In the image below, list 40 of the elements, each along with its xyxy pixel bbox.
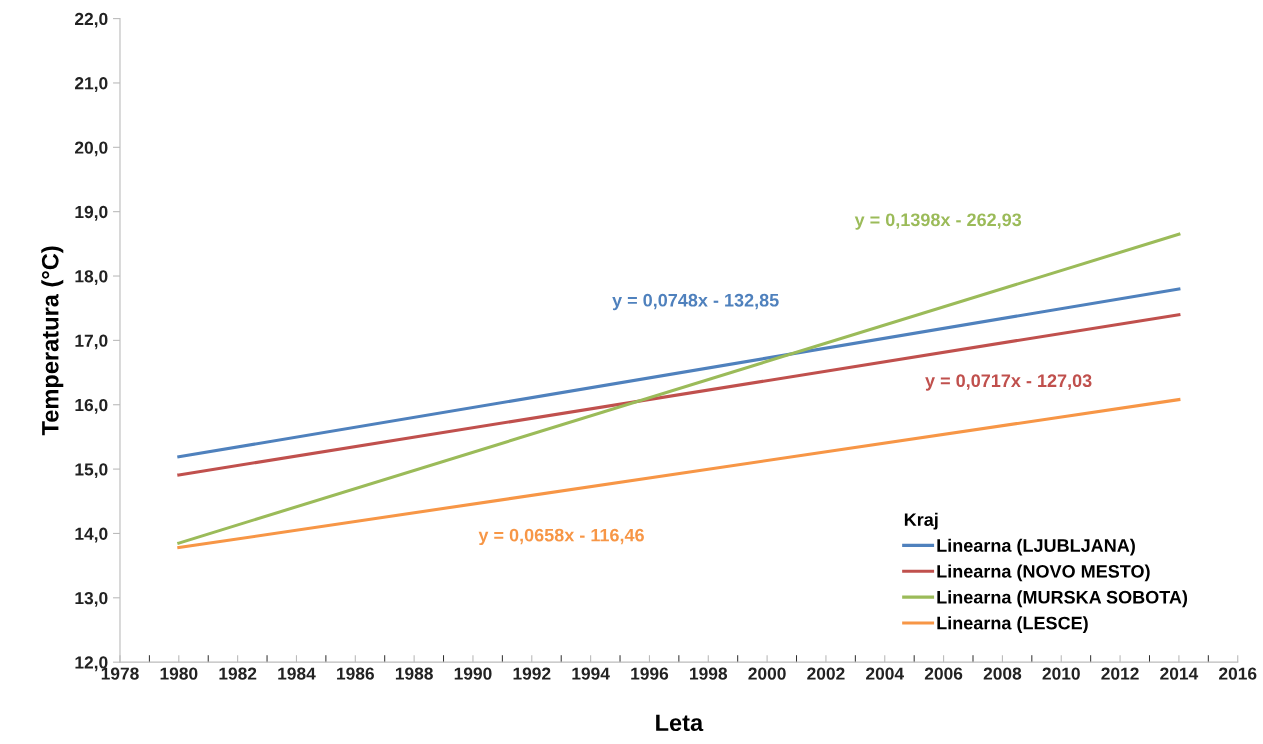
x-tick-label: 2008 (983, 667, 1022, 680)
x-tick-label: 2000 (748, 667, 786, 680)
x-tick-label: 2012 (1101, 667, 1139, 680)
x-tick-label: 1980 (160, 667, 198, 680)
x-tick-label: 2006 (924, 667, 963, 680)
x-tick-label: 1986 (337, 667, 374, 680)
y-tick-label: 17,0 (75, 334, 108, 350)
x-tick-label: 2002 (807, 667, 845, 680)
x-tick-label: 2016 (1219, 667, 1257, 680)
legend-label: Linearna (LJUBLJANA) (937, 538, 1135, 556)
x-tick-label: 1988 (395, 667, 433, 680)
x-tick-label: 1984 (278, 667, 316, 680)
x-tick-label: 1982 (219, 667, 257, 680)
legend-title: Kraj (904, 512, 938, 530)
annotation: y = 0,1398x - 262,93 (854, 213, 1022, 230)
legend-label: Linearna (NOVO MESTO) (937, 564, 1150, 582)
y-tick-label: 22,0 (75, 12, 108, 28)
y-tick-label: 19,0 (75, 205, 108, 221)
x-tick-label: 1996 (631, 667, 669, 680)
y-tick-label: 13,0 (75, 591, 108, 607)
y-tick-label: 20,0 (75, 141, 108, 157)
annotation: y = 0,0748x - 132,85 (612, 293, 779, 311)
annotation: y = 0,0658x - 116,46 (478, 528, 644, 546)
legend-label: Linearna (LESCE) (937, 616, 1088, 634)
x-tick-label: 2004 (866, 667, 904, 680)
y-tick-label: 21,0 (75, 77, 108, 92)
y-tick-label: 14,0 (75, 527, 108, 543)
y-tick-label: 18,0 (75, 270, 108, 285)
y-axis-title: Temperatura (°C) (41, 246, 64, 436)
x-tick-label: 2010 (1042, 667, 1080, 680)
x-tick-label: 1998 (690, 667, 728, 680)
x-tick-label: 1994 (572, 667, 610, 680)
y-tick-label: 16,0 (75, 398, 108, 414)
x-tick-label: 1992 (513, 667, 551, 680)
x-tick-label: 1990 (454, 667, 492, 680)
x-axis-title: Leta (656, 714, 704, 732)
legend-label: Linearna (MURSKA SOBOTA) (937, 590, 1188, 608)
y-tick-label: 15,0 (75, 463, 108, 479)
x-tick-label: 2014 (1160, 667, 1199, 680)
annotation: y = 0,0717x - 127,03 (925, 374, 1092, 391)
